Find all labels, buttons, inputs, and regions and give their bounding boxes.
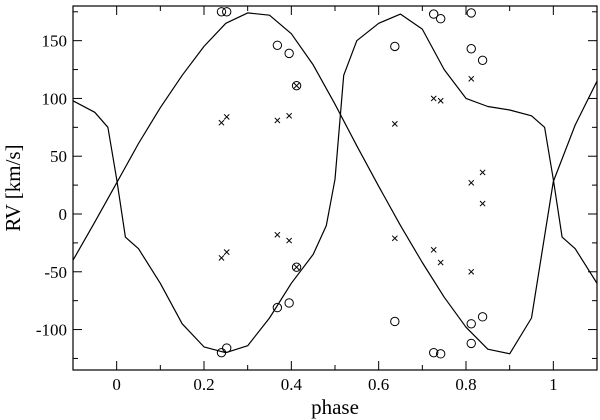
circle-data-point — [272, 302, 283, 313]
circle-data-point — [291, 81, 302, 91]
cross-data-point — [218, 254, 225, 261]
cross-stroke — [391, 120, 398, 127]
y-tick-label: 50 — [50, 147, 67, 166]
cross-stroke — [479, 200, 486, 207]
rv-curve-2 — [73, 12, 597, 355]
cross-data-point — [468, 268, 475, 275]
cross-stroke — [468, 179, 475, 186]
circle-data-point — [284, 48, 294, 59]
y-axis-title: RV [km/s] — [1, 144, 25, 231]
cross-stroke — [479, 169, 486, 176]
y-axis: -100 -50 0 50 100 150 — [36, 11, 597, 359]
x-tick-label: 0.2 — [193, 375, 214, 394]
cross-stroke — [274, 117, 281, 124]
cross-data-point — [391, 120, 398, 127]
x-tick-label: 0.6 — [368, 375, 389, 394]
cross-data-point — [286, 112, 293, 119]
cross-stroke — [437, 97, 444, 104]
x-axis-title: phase — [311, 395, 359, 419]
cross-stroke — [430, 246, 437, 253]
cross-stroke — [293, 264, 300, 271]
y-tick-label: 150 — [42, 32, 68, 51]
cross-data-point — [293, 264, 300, 271]
y-tick-label: 100 — [42, 89, 68, 108]
cross-stroke — [286, 112, 293, 119]
y-tick-label: 0 — [59, 205, 68, 224]
x-tick-label: 0.8 — [455, 375, 476, 394]
rv-curve-3 — [73, 13, 597, 354]
cross-data-point — [293, 82, 300, 89]
plot-frame — [72, 5, 598, 371]
circle-data-point — [390, 316, 400, 327]
x-tick-label: 0 — [112, 375, 121, 394]
circle-data-point — [222, 7, 232, 17]
circle-data-point — [272, 40, 283, 50]
cross-data-point — [479, 169, 486, 176]
circle-data-point — [435, 349, 446, 359]
circle-data-point — [284, 298, 294, 308]
cross-data-point — [430, 95, 437, 102]
circle-data-point — [291, 262, 302, 272]
cross-stroke — [391, 235, 398, 242]
cross-stroke — [223, 249, 230, 256]
cross-stroke — [286, 237, 293, 244]
cross-data-point — [468, 75, 475, 82]
cross-data-point — [223, 113, 230, 120]
circle-data-point — [477, 312, 488, 322]
cross-data-point — [274, 231, 281, 238]
y-tick-label: -50 — [44, 263, 67, 282]
cross-stroke — [430, 95, 437, 102]
cross-stroke — [274, 231, 281, 238]
y-tick-label: -100 — [36, 321, 67, 340]
circle-data-point — [466, 44, 476, 54]
circle-data-point — [466, 319, 476, 329]
cross-stroke — [293, 82, 300, 89]
x-tick-label: 0.4 — [281, 375, 303, 394]
circle-data-point — [216, 7, 227, 17]
cross-data-point — [437, 97, 444, 104]
cross-stroke — [468, 268, 475, 275]
cross-data-point — [430, 246, 437, 253]
x-axis: 0 0.2 0.4 0.6 0.8 1 — [72, 6, 598, 394]
circle-data-point — [435, 14, 446, 24]
cross-data-point — [437, 259, 444, 266]
circle-data-point — [466, 338, 476, 349]
circle-data-point — [466, 8, 476, 18]
circle-data-point — [477, 55, 488, 66]
cross-data-point — [223, 249, 230, 256]
cross-stroke — [437, 259, 444, 266]
x-tick-label: 1 — [549, 375, 558, 394]
cross-data-point — [274, 117, 281, 124]
circle-data-point — [428, 347, 439, 358]
circle-data-point — [428, 9, 439, 19]
cross-stroke — [218, 254, 225, 261]
circle-data-point — [390, 41, 400, 52]
cross-stroke — [223, 113, 230, 120]
cross-stroke — [468, 75, 475, 82]
cross-stroke — [218, 119, 225, 126]
cross-data-point — [286, 237, 293, 244]
cross-data-point — [391, 235, 398, 242]
cross-data-point — [468, 179, 475, 186]
plot-area — [73, 7, 597, 359]
cross-data-point — [479, 200, 486, 207]
cross-data-point — [218, 119, 225, 126]
